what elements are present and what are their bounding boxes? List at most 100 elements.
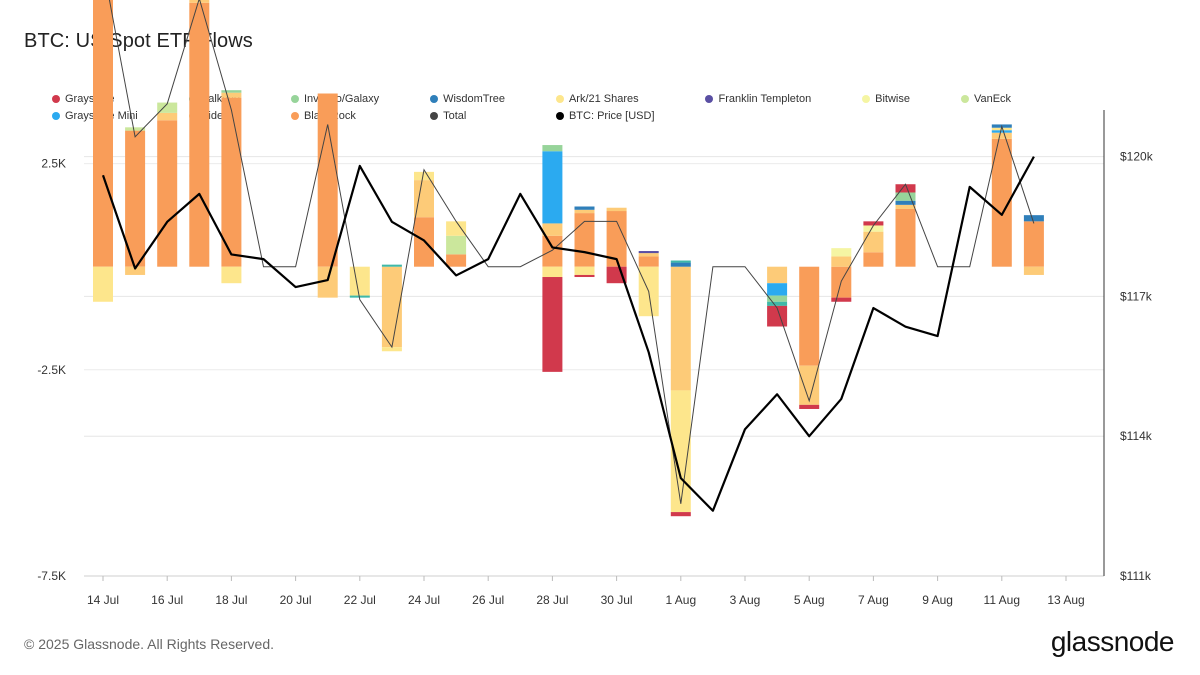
bar-wisdomtree[interactable] — [895, 200, 916, 205]
bar-blackrock[interactable] — [125, 130, 146, 267]
legend-item-vaneck[interactable]: VanEck — [960, 92, 1062, 106]
legend-label: Bitwise — [875, 93, 910, 105]
bar-blackrock[interactable] — [606, 211, 627, 267]
bar-ark-21-shares[interactable] — [381, 347, 402, 352]
bar-grayscale[interactable] — [895, 184, 916, 193]
bar-valkyrie[interactable] — [670, 260, 691, 263]
bar-grayscale-mini[interactable] — [991, 130, 1012, 133]
bar-fidelity[interactable] — [606, 207, 627, 212]
legend-swatch — [862, 95, 871, 103]
bar-ark-21-shares[interactable] — [542, 266, 563, 278]
bar-fidelity[interactable] — [125, 266, 146, 275]
bar-fidelity[interactable] — [189, 0, 210, 3]
bar-blackrock[interactable] — [189, 2, 210, 267]
x-tick-label: 9 Aug — [922, 593, 953, 607]
bar-ark-21-shares[interactable] — [414, 171, 434, 181]
legend-swatch — [555, 95, 564, 103]
bar-vaneck[interactable] — [125, 127, 146, 131]
legend-swatch — [960, 95, 969, 103]
x-tick-label: 30 Jul — [601, 593, 633, 607]
bar-invesco-galaxy[interactable] — [895, 192, 916, 201]
legend-item-total[interactable]: Total — [430, 109, 556, 123]
bar-vaneck[interactable] — [157, 102, 178, 113]
y-right-tick-label: $120k — [1120, 150, 1154, 164]
bar-franklin-templeton[interactable] — [638, 251, 659, 254]
bar-grayscale[interactable] — [863, 221, 884, 226]
bar-valkyrie[interactable] — [767, 301, 788, 306]
bar-valkyrie[interactable] — [381, 264, 402, 267]
bar-ark-21-shares[interactable] — [221, 266, 242, 284]
bar-bitwise[interactable] — [831, 248, 852, 257]
bar-wisdomtree[interactable] — [574, 206, 595, 210]
bar-fidelity[interactable] — [574, 209, 595, 214]
y-left-tick-label: 2.5K — [41, 157, 66, 171]
total-line[interactable] — [103, 0, 1035, 504]
bar-invesco-galaxy[interactable] — [767, 295, 788, 302]
bar-valkyrie[interactable] — [349, 295, 370, 298]
x-tick-label: 18 Jul — [215, 593, 247, 607]
bar-bitwise[interactable] — [863, 225, 884, 232]
bar-fidelity[interactable] — [381, 266, 402, 348]
bar-blackrock[interactable] — [638, 256, 659, 267]
bar-blackrock[interactable] — [991, 138, 1012, 267]
bar-blackrock[interactable] — [157, 120, 178, 267]
bar-vaneck[interactable] — [446, 235, 467, 255]
glassnode-logo: glassnode — [1050, 626, 1175, 657]
bar-blackrock[interactable] — [221, 97, 242, 267]
bar-ark-21-shares[interactable] — [93, 266, 113, 302]
bar-ark-21-shares[interactable] — [574, 266, 595, 275]
bar-blackrock[interactable] — [1023, 221, 1044, 267]
legend-item-btc-price-usd[interactable]: BTC: Price [USD] — [555, 109, 706, 123]
bar-wisdomtree[interactable] — [670, 262, 691, 267]
bar-grayscale[interactable] — [831, 297, 852, 302]
btc-price-line[interactable] — [101, 156, 1035, 512]
bar-blackrock[interactable] — [317, 93, 338, 267]
bar-grayscale[interactable] — [670, 512, 691, 517]
bar-fidelity[interactable] — [670, 266, 691, 391]
bar-grayscale[interactable] — [799, 404, 820, 409]
bar-wisdomtree[interactable] — [1023, 215, 1044, 222]
bar-blackrock[interactable] — [895, 208, 916, 267]
bar-blackrock[interactable] — [446, 254, 467, 267]
bar-fidelity[interactable] — [638, 253, 659, 257]
x-tick-label: 7 Aug — [858, 593, 889, 607]
bar-fidelity[interactable] — [1023, 266, 1044, 275]
y-left-tick-label: -7.5K — [37, 569, 66, 583]
bar-blackrock[interactable] — [799, 266, 820, 366]
bar-ark-21-shares[interactable] — [446, 221, 467, 236]
bar-ark-21-shares[interactable] — [991, 127, 1012, 131]
bar-grayscale[interactable] — [542, 277, 563, 372]
bar-grayscale[interactable] — [574, 274, 595, 278]
legend-item-bitwise[interactable]: Bitwise — [862, 92, 961, 106]
bar-fidelity[interactable] — [317, 266, 338, 298]
bar-blackrock[interactable] — [863, 252, 884, 267]
bar-ark-21-shares[interactable] — [349, 266, 370, 296]
legend-swatch — [52, 95, 60, 103]
bar-grayscale-mini[interactable] — [542, 151, 563, 224]
bar-fidelity[interactable] — [863, 231, 884, 253]
bar-blackrock[interactable] — [93, 0, 113, 267]
bar-fidelity[interactable] — [767, 266, 788, 284]
bar-blackrock[interactable] — [542, 235, 563, 267]
legend-item-wisdomtree[interactable]: WisdomTree — [430, 92, 556, 106]
x-tick-label: 13 Aug — [1047, 593, 1084, 607]
legend-item-ark-21-shares[interactable]: Ark/21 Shares — [555, 92, 706, 106]
bar-fidelity[interactable] — [542, 223, 563, 236]
x-tick-label: 26 Jul — [472, 593, 504, 607]
bar-invesco-galaxy[interactable] — [221, 90, 242, 93]
bar-fidelity[interactable] — [799, 365, 820, 405]
bar-fidelity[interactable] — [895, 204, 916, 209]
bar-grayscale-mini[interactable] — [767, 283, 788, 296]
copyright-footer: © 2025 Glassnode. All Rights Reserved. — [24, 636, 275, 652]
bar-fidelity[interactable] — [414, 180, 434, 218]
bar-fidelity[interactable] — [157, 112, 178, 121]
bar-fidelity[interactable] — [221, 92, 242, 98]
x-tick-label: 28 Jul — [536, 593, 568, 607]
x-tick-label: 14 Jul — [87, 593, 119, 607]
bar-invesco-galaxy[interactable] — [542, 145, 563, 152]
bar-fidelity[interactable] — [991, 132, 1012, 139]
legend-item-franklin-templeton[interactable]: Franklin Templeton — [705, 92, 862, 106]
legend-swatch — [705, 95, 714, 103]
bar-fidelity[interactable] — [831, 256, 852, 267]
